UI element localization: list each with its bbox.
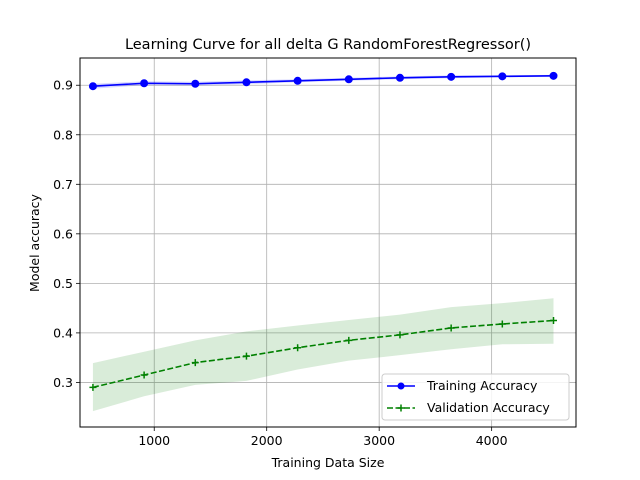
y-tick-label: 0.4: [53, 325, 73, 340]
training-accuracy-point: [549, 71, 558, 80]
legend-marker-training: [397, 382, 405, 390]
x-tick-label: 1000: [138, 433, 170, 448]
validation-accuracy-point: [345, 336, 353, 344]
training-accuracy-point: [191, 79, 200, 88]
training-accuracy-point: [447, 72, 456, 81]
validation-accuracy-point: [294, 344, 302, 352]
training-accuracy-point: [498, 72, 507, 81]
training-accuracy-point: [242, 78, 251, 87]
chart-title: Learning Curve for all delta G RandomFor…: [125, 37, 531, 53]
y-tick-label: 0.8: [53, 127, 73, 142]
validation-accuracy-point: [498, 320, 506, 328]
y-axis-title: Model accuracy: [27, 193, 42, 292]
validation-accuracy-band: [92, 298, 554, 412]
x-tick-label: 2000: [251, 433, 283, 448]
x-axis-title: Training Data Size: [271, 455, 385, 470]
y-tick-label: 0.3: [53, 375, 73, 390]
training-accuracy-band: [92, 74, 554, 89]
y-tick-label: 0.7: [53, 177, 73, 192]
y-tick-label: 0.5: [53, 276, 73, 291]
x-tick-label: 3000: [363, 433, 395, 448]
training-accuracy-point: [293, 76, 302, 85]
legend-label-validation: Validation Accuracy: [427, 400, 550, 415]
plot-frame: [79, 57, 577, 428]
validation-accuracy-line: [92, 319, 554, 389]
training-accuracy-point: [88, 82, 97, 91]
training-accuracy-point: [344, 75, 353, 84]
y-tick-label: 0.9: [53, 78, 73, 93]
series-layer: [88, 71, 558, 391]
training-accuracy-point: [140, 79, 149, 88]
legend-markers: [387, 382, 415, 412]
validation-accuracy-point: [191, 359, 199, 367]
legend-label-training: Training Accuracy: [426, 378, 538, 393]
validation-accuracy-point: [447, 324, 455, 332]
grid-layer: [80, 58, 576, 427]
legend: Training Accuracy Validation Accuracy: [381, 373, 570, 421]
legend-box: [381, 373, 570, 421]
validation-accuracy-point: [242, 352, 250, 360]
band-layer: [92, 74, 554, 412]
tick-layer: 1000 2000 3000 4000 0.3 0.4 0.5 0.6 0.7 0.8 0.9: [53, 78, 507, 448]
validation-accuracy-point: [396, 331, 404, 339]
training-accuracy-line: [92, 75, 554, 88]
validation-accuracy-point: [550, 317, 558, 325]
training-accuracy-point: [395, 73, 404, 82]
x-tick-label: 4000: [476, 433, 508, 448]
legend-marker-validation: [397, 404, 405, 412]
validation-accuracy-point: [140, 371, 148, 379]
y-tick-label: 0.6: [53, 226, 73, 241]
validation-accuracy-point: [89, 383, 97, 391]
